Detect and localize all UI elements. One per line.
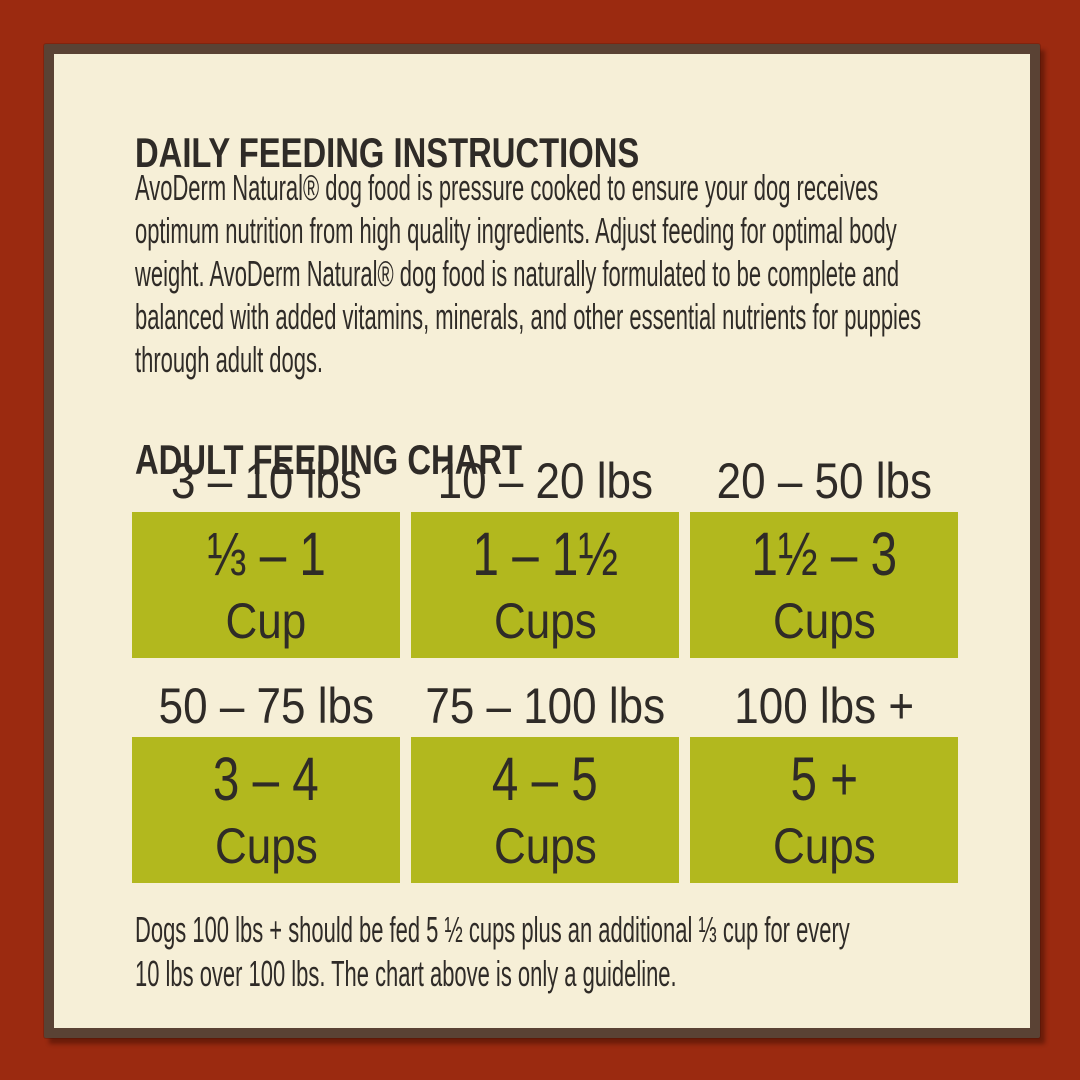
feeding-amount-cell: ⅓ – 1 Cup — [132, 512, 400, 658]
weight-range-header: 75 – 100 lbs — [425, 678, 665, 734]
footnote-text: Dogs 100 lbs + should be fed 5 ½ cups pl… — [135, 909, 850, 994]
intro-paragraph-text: AvoDerm Natural® dog food is pressure co… — [135, 167, 922, 380]
adult-feeding-chart: 3 – 10 lbs 10 – 20 lbs 20 – 50 lbs ⅓ – 1… — [132, 452, 958, 883]
chart-heading: ADULT FEEDING CHART — [135, 436, 631, 484]
weight-range-header: 3 – 10 lbs — [170, 453, 362, 509]
page-title-text: DAILY FEEDING INSTRUCTIONS — [135, 129, 640, 177]
cell-amount: 1 – 1½ — [472, 520, 618, 588]
cell-unit: Cups — [493, 818, 597, 874]
feeding-amount-cell: 3 – 4 Cups — [132, 737, 400, 883]
cell-amount: ⅓ – 1 — [206, 520, 326, 588]
cell-amount: 1½ – 3 — [751, 520, 897, 588]
cell-unit: Cups — [772, 818, 876, 874]
intro-paragraph: AvoDerm Natural® dog food is pressure co… — [135, 166, 1080, 381]
cell-unit: Cups — [493, 593, 597, 649]
cell-amount: 4 – 5 — [492, 745, 598, 813]
feeding-amount-cell: 5 + Cups — [690, 737, 958, 883]
weight-range-header: 10 – 20 lbs — [437, 453, 653, 509]
weight-range-header: 20 – 50 lbs — [716, 453, 932, 509]
feeding-instructions-panel: DAILY FEEDING INSTRUCTIONS AvoDerm Natur… — [44, 44, 1040, 1038]
weight-range-header: 100 lbs + — [734, 678, 914, 734]
weight-range-header: 50 – 75 lbs — [158, 678, 374, 734]
cell-amount: 3 – 4 — [213, 745, 319, 813]
page-title: DAILY FEEDING INSTRUCTIONS — [135, 129, 781, 177]
cell-amount: 5 + — [790, 745, 858, 813]
feeding-amount-cell: 1½ – 3 Cups — [690, 512, 958, 658]
panel-content: DAILY FEEDING INSTRUCTIONS AvoDerm Natur… — [132, 54, 1035, 1028]
cell-unit: Cups — [214, 818, 318, 874]
footnote: Dogs 100 lbs + should be fed 5 ½ cups pl… — [135, 908, 1080, 996]
chart-heading-text: ADULT FEEDING CHART — [135, 435, 523, 483]
feeding-amount-cell: 4 – 5 Cups — [411, 737, 679, 883]
cell-unit: Cup — [225, 593, 307, 649]
feeding-amount-cell: 1 – 1½ Cups — [411, 512, 679, 658]
cell-unit: Cups — [772, 593, 876, 649]
